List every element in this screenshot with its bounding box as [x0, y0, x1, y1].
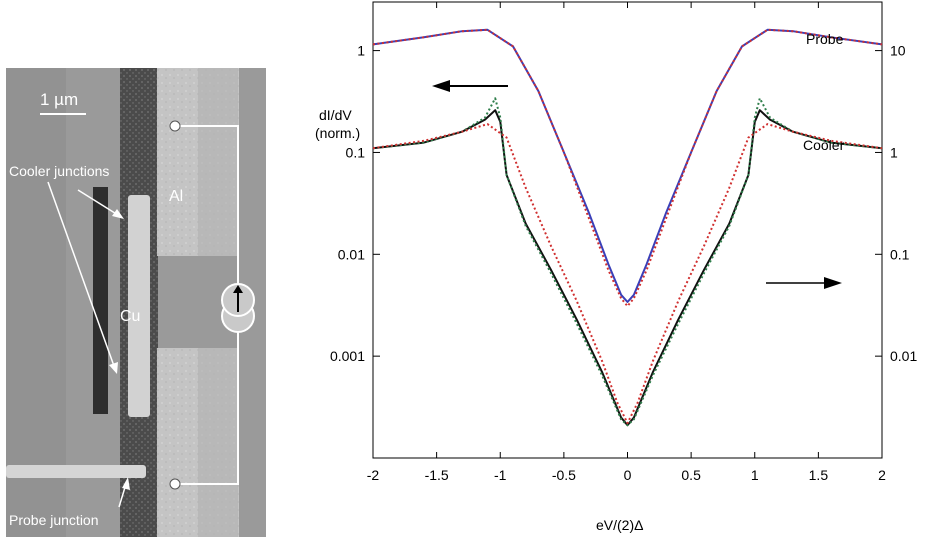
x-tick-label: 1.5 [809, 467, 829, 483]
y-right-tick-label: 0.1 [890, 246, 910, 262]
series-line-3 [372, 97, 883, 427]
y-axis-left-label-line1: dI/dV [319, 107, 352, 123]
probe-curve-label: Probe [806, 31, 844, 47]
cu-island [128, 195, 150, 417]
substrate-shading [6, 68, 66, 537]
plot-frame [372, 1, 883, 459]
x-axis-label: eV/(2)Δ [596, 517, 643, 533]
current-arrowhead-icon [233, 285, 243, 293]
x-tick-label: -1 [494, 467, 507, 483]
probe-wire [6, 465, 146, 478]
y-left-tick-label: 0.001 [330, 348, 365, 364]
al-electrode-bottom-edge [198, 348, 238, 537]
contact-dot-top [169, 120, 181, 132]
x-tick-label: 0 [624, 467, 632, 483]
x-tick-label: 0.5 [681, 467, 701, 483]
cooler-arrowhead-lower-icon [109, 362, 118, 374]
y-left-tick-label: 0.1 [346, 144, 366, 160]
y-axis-right-ticks: 10 1 0.1 0.01 [875, 43, 917, 364]
x-tick-label: -2 [367, 467, 380, 483]
series-line-4 [372, 123, 883, 425]
al-label: Al [169, 188, 183, 205]
series-line-0 [372, 28, 883, 303]
x-axis-ticks: -2 -1.5 -1 -0.5 0 0.5 1 1.5 2 [367, 2, 886, 483]
cu-label: Cu [120, 308, 140, 325]
contact-dot-bottom [169, 478, 181, 490]
y-left-tick-label: 1 [357, 43, 365, 59]
cooler-arrow-upper [77, 189, 119, 216]
right-axis-arrowhead-icon [824, 277, 842, 289]
cooler-arrow-lower [47, 181, 115, 367]
y-axis-left-ticks: 1 0.1 0.01 0.001 [330, 43, 380, 364]
series-line-2 [372, 109, 883, 427]
al-electrode-top-edge [198, 68, 238, 256]
left-axis-arrowhead-icon [432, 80, 450, 92]
x-tick-label: -0.5 [552, 467, 576, 483]
probe-junction-label: Probe junction [9, 512, 99, 528]
cooler-arrowhead-upper-icon [112, 209, 124, 219]
scale-bar-label: 1 µm [40, 90, 78, 109]
y-right-tick-label: 10 [890, 43, 906, 59]
y-right-tick-label: 1 [890, 144, 898, 160]
probe-arrowhead-icon [122, 477, 130, 490]
dark-strip [93, 187, 108, 414]
cooler-junctions-label: Cooler junctions [9, 163, 109, 179]
x-tick-label: 1 [751, 467, 759, 483]
x-tick-label: -1.5 [425, 467, 449, 483]
cooler-curve-label: Cooler [803, 137, 845, 153]
series-line-1 [372, 28, 883, 308]
series-layer [372, 28, 883, 427]
y-right-tick-label: 0.01 [890, 348, 917, 364]
y-axis-left-label-line2: (norm.) [315, 125, 360, 141]
x-tick-label: 2 [878, 467, 886, 483]
y-left-tick-label: 0.01 [338, 246, 365, 262]
